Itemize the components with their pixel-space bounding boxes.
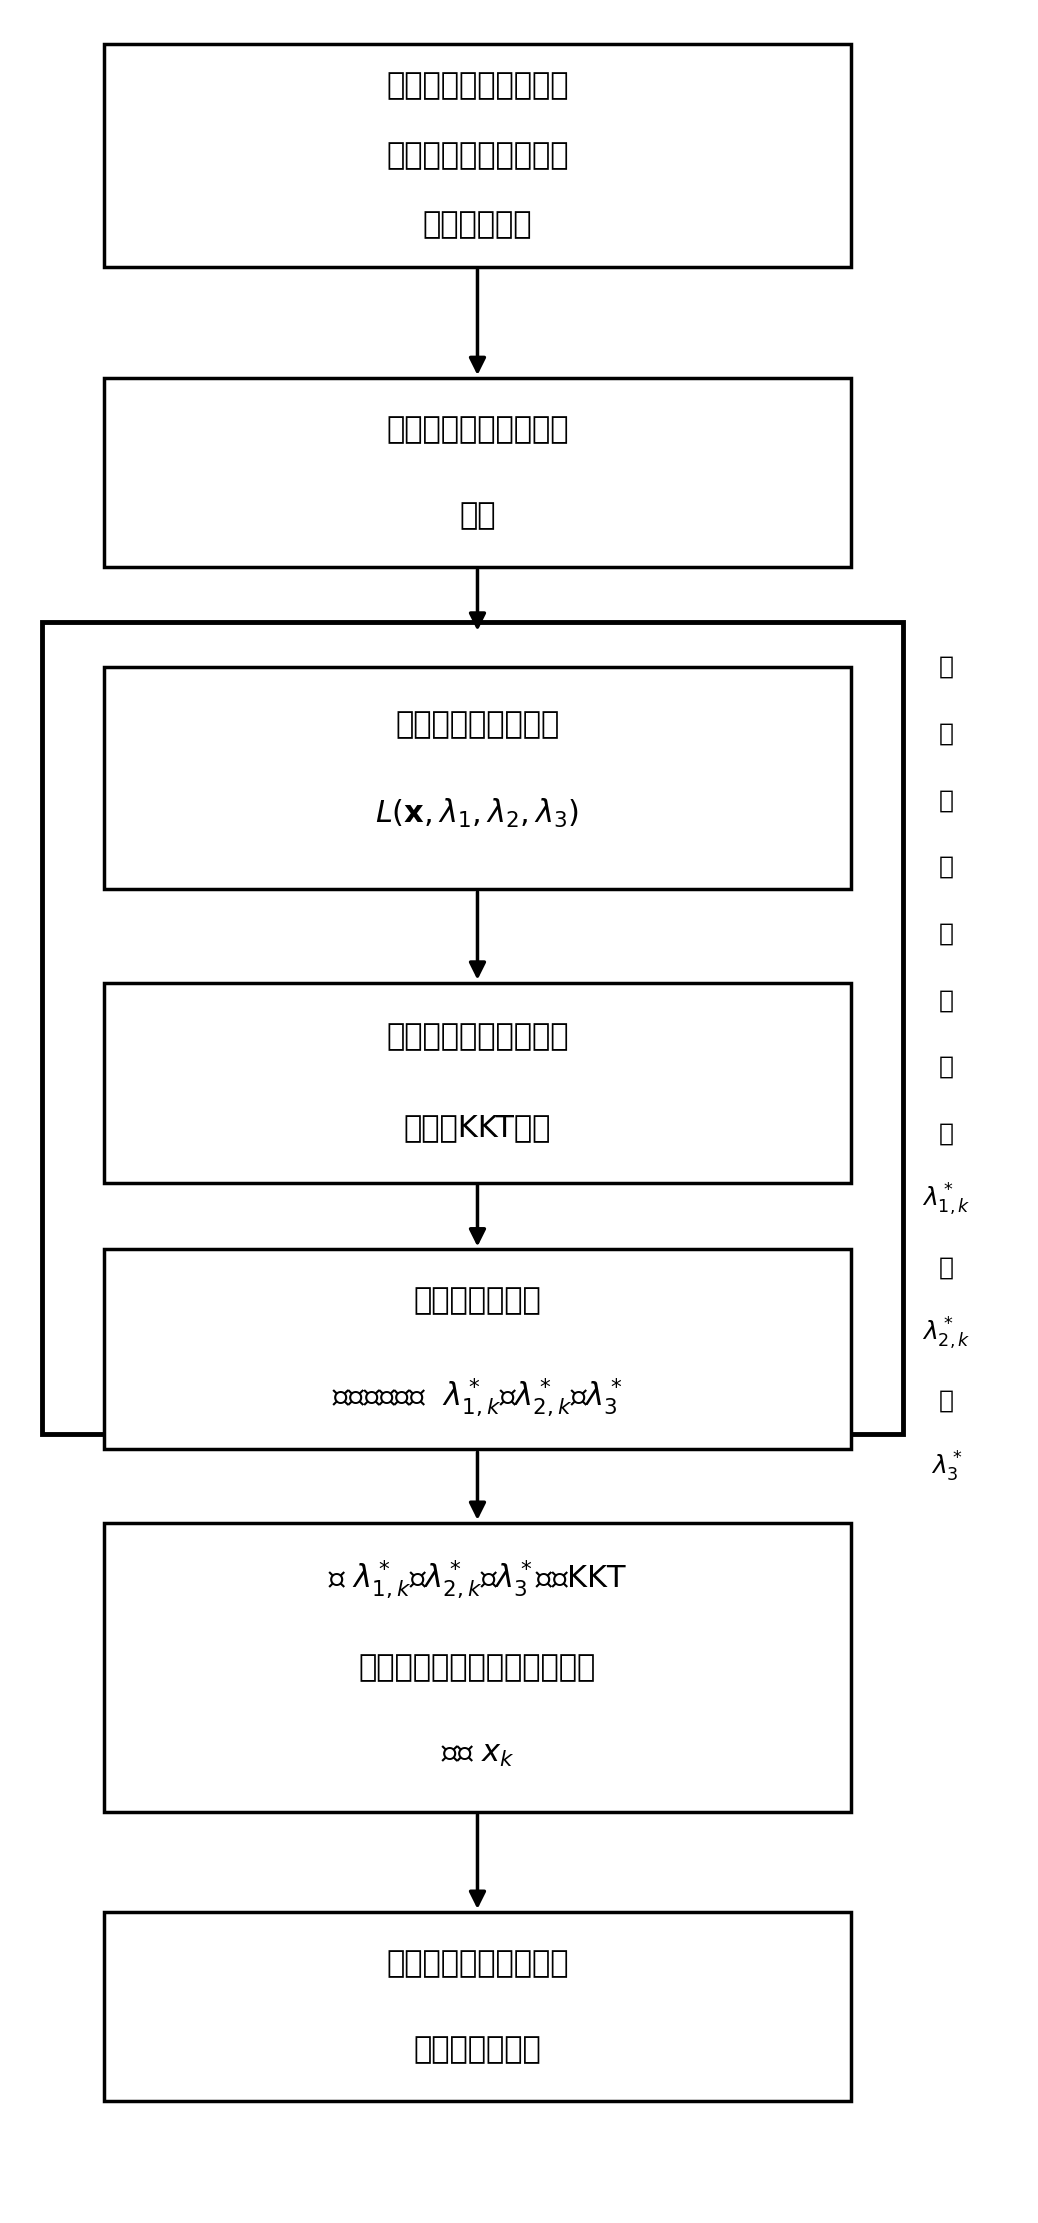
Bar	[104, 44, 851, 267]
Text: 将 $\lambda_{1,k}^*$，$\lambda_{2,k}^*$与$\lambda_3^*$代入KKT: 将 $\lambda_{1,k}^*$，$\lambda_{2,k}^*$与$\…	[328, 1558, 627, 1601]
Text: 通信发射信号: 通信发射信号	[422, 211, 532, 240]
Text: 子载波目标频率响应及: 子载波目标频率响应及	[386, 140, 569, 171]
Text: 模型: 模型	[459, 500, 496, 529]
Text: 格: 格	[939, 856, 954, 878]
Text: 达最优发射波形: 达最优发射波形	[413, 2034, 542, 2063]
Bar	[104, 1249, 851, 1449]
Text: 波形 $x_k$: 波形 $x_k$	[440, 1741, 515, 1770]
Text: 经迭代计算确定: 经迭代计算确定	[413, 1285, 542, 1316]
Text: ，: ，	[939, 1256, 954, 1278]
Text: 优化的KKT条件: 优化的KKT条件	[404, 1114, 551, 1143]
Text: 必要条件获取雷达的最优发射: 必要条件获取雷达的最优发射	[359, 1652, 596, 1683]
Bar	[104, 983, 851, 1183]
Text: 与: 与	[939, 1389, 954, 1412]
Text: $\lambda_{2,k}^*$: $\lambda_{2,k}^*$	[923, 1316, 971, 1352]
Text: 朗: 朗	[939, 923, 954, 945]
Text: 拉格朗日乘子  $\lambda_{1,k}^*$，$\lambda_{2,k}^*$与$\lambda_3^*$: 拉格朗日乘子 $\lambda_{1,k}^*$，$\lambda_{2,k}^…	[332, 1378, 623, 1418]
Bar	[104, 1523, 851, 1812]
Text: $\lambda_3^*$: $\lambda_3^*$	[931, 1449, 962, 1485]
Bar	[42, 622, 903, 1434]
Text: 求得拉格朗日乘子式最: 求得拉格朗日乘子式最	[386, 1023, 569, 1051]
Text: 拉: 拉	[939, 789, 954, 811]
Text: 子: 子	[939, 1123, 954, 1145]
Text: 建立雷达最优波形设计: 建立雷达最优波形设计	[386, 416, 569, 445]
Text: $\lambda_{1,k}^*$: $\lambda_{1,k}^*$	[923, 1183, 971, 1218]
Text: 定: 定	[939, 722, 954, 745]
Bar	[104, 378, 851, 567]
Text: 构建拉格朗日乘子式: 构建拉格朗日乘子式	[395, 709, 559, 740]
Text: 具有射频隐身性能的雷: 具有射频隐身性能的雷	[386, 1950, 569, 1978]
Text: 根据先验知识，确立各: 根据先验知识，确立各	[386, 71, 569, 100]
Text: 确: 确	[939, 656, 954, 678]
Text: 乘: 乘	[939, 1056, 954, 1078]
Text: $L(\mathbf{x},\lambda_1,\lambda_2,\lambda_3)$: $L(\mathbf{x},\lambda_1,\lambda_2,\lambd…	[376, 798, 579, 829]
Bar	[104, 1912, 851, 2101]
Text: 日: 日	[939, 989, 954, 1011]
Bar	[104, 667, 851, 889]
